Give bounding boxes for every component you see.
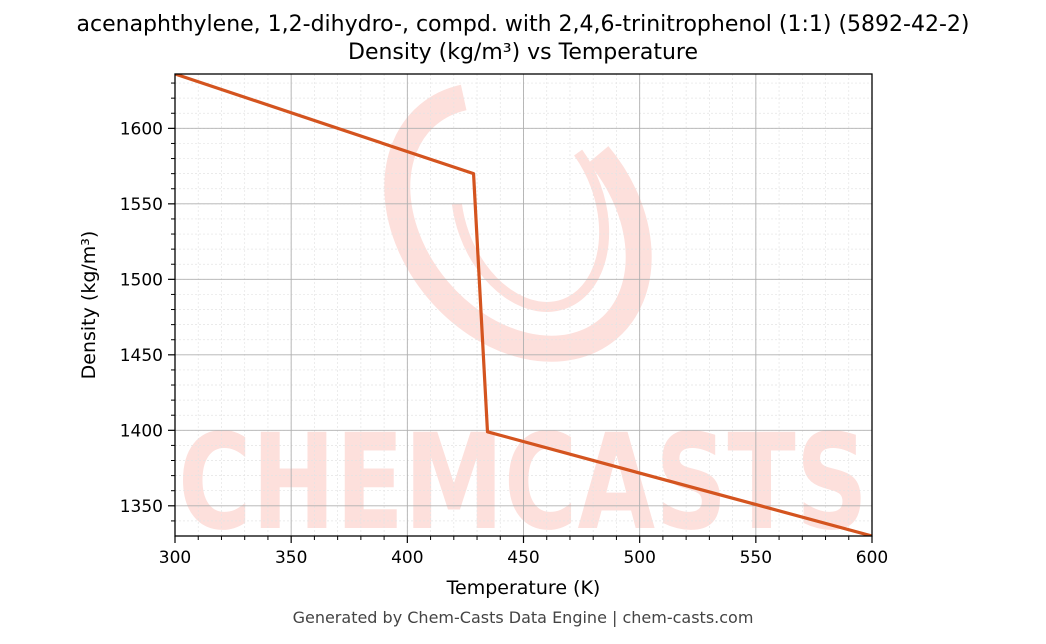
x-tick-label: 550	[740, 548, 772, 568]
x-tick-label: 600	[856, 548, 888, 568]
x-tick-label: 500	[623, 548, 655, 568]
footer-credit: Generated by Chem-Casts Data Engine | ch…	[292, 608, 754, 627]
y-tick-label: 1400	[120, 421, 163, 441]
watermark-logo: CHEMCASTS	[178, 82, 868, 560]
y-tick-label: 1500	[120, 270, 163, 290]
x-tick-label: 350	[275, 548, 307, 568]
x-axis-label: Temperature (K)	[446, 577, 601, 599]
x-tick-label: 400	[391, 548, 423, 568]
y-tick-label: 1350	[120, 497, 163, 517]
y-tick-label: 1450	[120, 346, 163, 366]
watermark-swirl	[384, 82, 652, 362]
y-tick-label: 1600	[120, 119, 163, 139]
chart-title: acenaphthylene, 1,2-dihydro-, compd. wit…	[76, 12, 970, 37]
y-axis-label: Density (kg/m³)	[78, 231, 100, 380]
series-line-0	[175, 74, 872, 536]
x-tick-label: 300	[159, 548, 191, 568]
axis-ticks: 300 350 400 450 500 550 600 1350 1400 1450 1500 155…	[120, 82, 888, 568]
x-tick-label: 450	[507, 548, 539, 568]
series-layer	[175, 74, 872, 536]
watermark-text: CHEMCASTS	[178, 406, 868, 560]
watermark-swirl-inner	[450, 108, 610, 312]
y-tick-label: 1550	[120, 195, 163, 215]
chart-subtitle: Density (kg/m³) vs Temperature	[348, 40, 698, 65]
